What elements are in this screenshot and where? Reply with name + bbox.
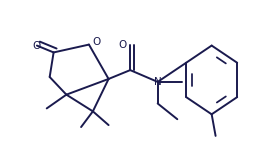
Text: O: O	[118, 40, 127, 50]
Text: O: O	[33, 41, 41, 51]
Text: O: O	[93, 37, 101, 47]
Text: N: N	[154, 77, 162, 87]
